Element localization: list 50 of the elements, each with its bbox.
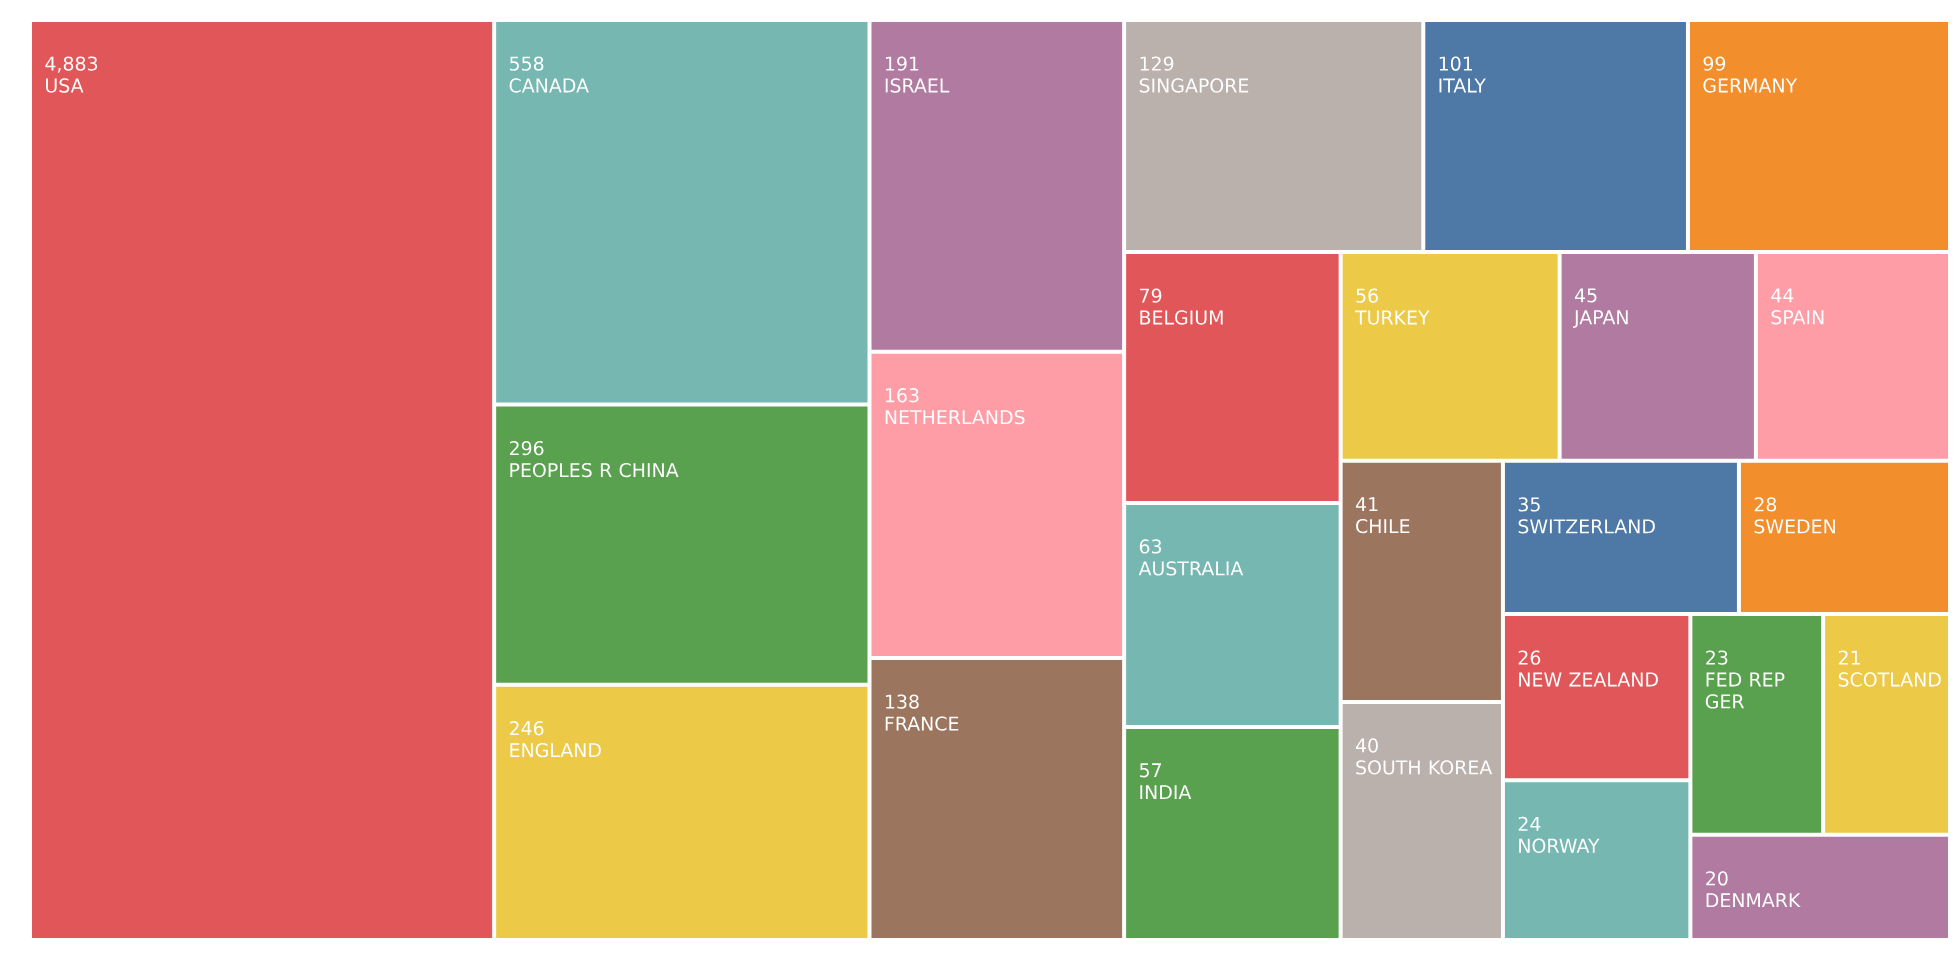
category-label: SWEDEN	[1754, 519, 1835, 534]
data-label: 79	[1140, 288, 1162, 303]
category-label: ITALY	[1439, 78, 1486, 93]
data-label: 35	[1518, 497, 1540, 512]
category-label: SWITZERLAND	[1518, 519, 1655, 534]
data-label: 24	[1518, 816, 1541, 831]
category-label: TURKEY	[1354, 310, 1430, 325]
category-label: NETHERLANDS	[885, 409, 1025, 425]
data-label: 63	[1139, 539, 1162, 554]
data-label: 41	[1355, 497, 1378, 512]
category-label: CHILE	[1356, 518, 1410, 534]
category-label: NEW ZEALAND	[1519, 672, 1658, 687]
data-label: 4,883	[45, 56, 98, 73]
category-label: JAPAN	[1573, 310, 1628, 328]
data-label: 57	[1139, 763, 1161, 778]
category-label: AUSTRALIA	[1138, 561, 1244, 576]
category-label: ISRAEL	[885, 78, 950, 93]
category-label: BELGIUM	[1140, 310, 1223, 325]
category-label: GERMANY	[1703, 78, 1798, 93]
data-label: 296	[509, 440, 544, 456]
data-label: 44	[1771, 288, 1794, 303]
data-label: 45	[1574, 288, 1597, 303]
data-label: 40	[1355, 738, 1378, 753]
data-label: 101	[1439, 56, 1473, 71]
data-label: 20	[1706, 871, 1728, 886]
category-label: CANADA	[509, 78, 589, 93]
category-label: ENGLAND	[510, 742, 601, 758]
data-label: 129	[1140, 56, 1174, 71]
category-label: SPAIN	[1771, 310, 1824, 325]
category-label: INDIA	[1140, 785, 1192, 800]
data-label: 138	[885, 694, 919, 709]
data-label: 21	[1838, 650, 1860, 665]
category-label: PEOPLES R CHINA	[510, 462, 679, 478]
category-label: NORWAY	[1519, 838, 1600, 853]
data-label: 191	[885, 56, 919, 71]
category-label: SCOTLAND	[1838, 672, 1941, 687]
data-label: 246	[509, 721, 544, 736]
data-label: 558	[510, 56, 544, 71]
data-label: 56	[1356, 288, 1378, 303]
data-label: 163	[885, 388, 919, 403]
category-label: SOUTH KOREA	[1356, 760, 1493, 775]
category-label: FRANCE	[885, 716, 959, 731]
category-label: USA	[46, 78, 84, 93]
data-label: 26	[1518, 650, 1541, 665]
data-label: 23	[1706, 650, 1728, 665]
category-label: SINGAPORE	[1139, 78, 1249, 93]
category-label: DENMARK	[1706, 893, 1801, 908]
data-label: 99	[1703, 56, 1726, 71]
category-label: FED REP GER	[1705, 672, 1785, 709]
data-label: 28	[1754, 497, 1777, 512]
